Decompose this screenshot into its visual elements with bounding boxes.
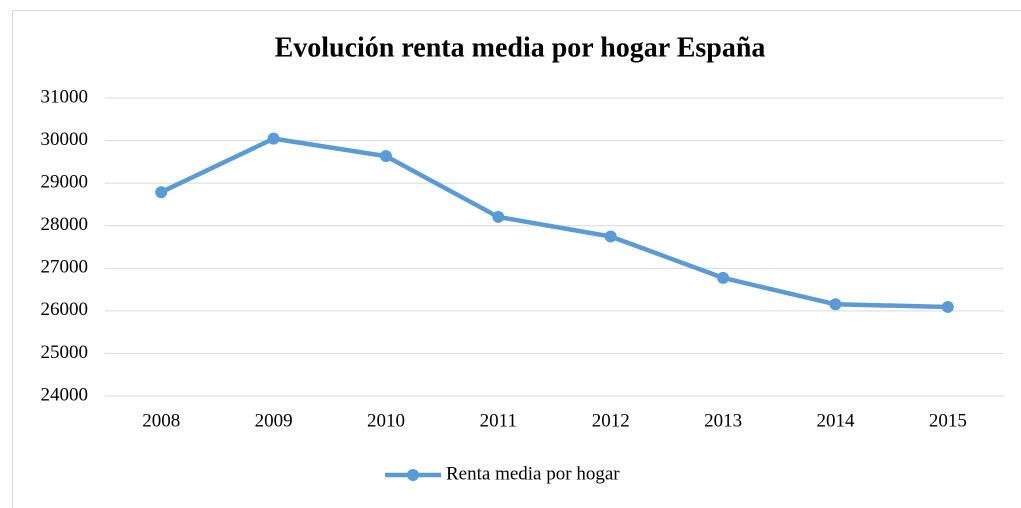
data-point	[267, 132, 280, 145]
x-tick-label: 2008	[142, 410, 180, 431]
y-tick-label: 25000	[41, 342, 89, 363]
y-tick-label: 30000	[41, 129, 89, 150]
chart-title: Evolución renta media por hogar España	[275, 32, 766, 63]
x-tick-label: 2010	[367, 410, 405, 431]
y-tick-label: 29000	[41, 172, 89, 193]
chart-border	[12, 10, 1021, 508]
data-point	[155, 186, 168, 199]
data-point	[829, 298, 842, 311]
x-tick-label: 2015	[929, 410, 967, 431]
series-line	[160, 136, 948, 310]
x-tick-label: 2013	[704, 410, 742, 431]
legend-marker	[407, 469, 419, 481]
x-tick-label: 2011	[480, 410, 517, 431]
data-point	[604, 230, 617, 243]
data-point	[717, 271, 730, 284]
y-tick-label: 27000	[41, 257, 89, 278]
x-tick-label: 2009	[255, 410, 293, 431]
data-point	[379, 150, 392, 163]
data-point	[492, 210, 505, 223]
x-tick-label: 2014	[816, 410, 855, 431]
y-tick-label: 31000	[41, 86, 89, 107]
data-point	[941, 300, 954, 313]
y-tick-label: 26000	[41, 299, 89, 320]
y-tick-label: 24000	[41, 384, 89, 405]
legend-label: Renta media por hogar	[446, 463, 620, 484]
y-tick-label: 28000	[41, 214, 89, 235]
x-tick-label: 2012	[592, 410, 630, 431]
